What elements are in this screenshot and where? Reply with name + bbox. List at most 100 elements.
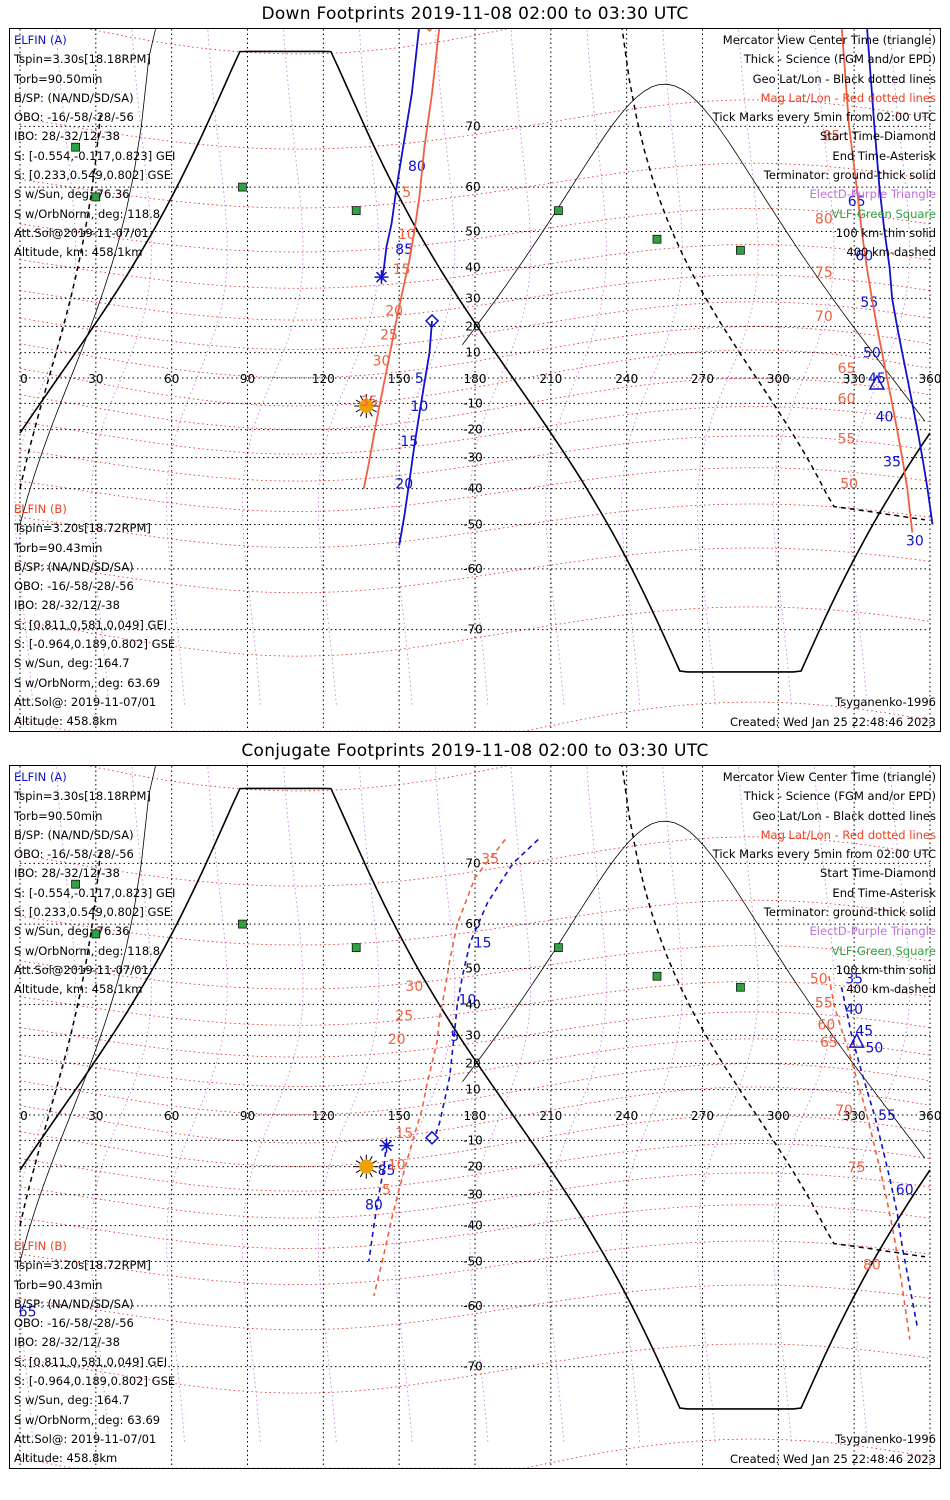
- terminator-ground: [19, 50, 931, 673]
- elfin-b-tick-label: 65: [838, 361, 856, 377]
- mag-lon-line: [317, 766, 380, 1442]
- mag-lat-line: [87, 29, 509, 55]
- sun-ray: [359, 411, 364, 417]
- mag-lon-line: [621, 766, 683, 1442]
- lon-tick-label: 30: [88, 372, 103, 386]
- info_b-line: S: [0.811,0.581,0.049] GEI: [14, 1354, 168, 1369]
- lon-tick-label: 30: [88, 1109, 103, 1123]
- lon-tick-label: 210: [539, 1109, 562, 1123]
- elfin-a-track-south: [398, 320, 433, 546]
- lon-tick-label: 300: [767, 1109, 790, 1123]
- info_a-line: IBO: 28/-32/12/-38: [14, 129, 120, 144]
- elfin-b-track: [362, 29, 441, 489]
- elfin-b-tick-label: 15: [395, 1126, 413, 1142]
- mag-lat-line: [19, 326, 931, 379]
- vlf-square: [736, 245, 745, 255]
- terminator-400km: [19, 110, 102, 489]
- lon-tick-label: 150: [388, 1109, 411, 1123]
- mag-lat-line: [19, 435, 931, 482]
- elfin-a-tick-label: 50: [863, 346, 881, 362]
- lon-tick-label: 270: [691, 1109, 714, 1123]
- vlf-square: [351, 206, 361, 216]
- map-legend: Mercator View Center Time (triangle) Thic…: [713, 31, 936, 263]
- sun-ray: [355, 1169, 361, 1174]
- lat-tick-label: -50: [463, 1255, 483, 1269]
- lat-tick-label: 40: [465, 260, 480, 274]
- mag-lon-line: [848, 766, 911, 1442]
- info_b-line: IBO: 28/-32/12/-38: [14, 1335, 120, 1350]
- info_b-line: Altitude: 458.8km: [14, 714, 118, 729]
- mag-lat-line: [19, 1172, 931, 1219]
- lon-tick-label: 240: [615, 372, 638, 386]
- info_a-line: S: [0.233,0.549,0.802] GSE: [14, 168, 172, 183]
- info_a-line: B/SP: (NA/ND/SD/SA): [14, 827, 134, 842]
- mag-lon-line: [393, 29, 456, 705]
- vlf-square: [238, 182, 247, 192]
- lat-tick-label: -70: [463, 1360, 483, 1374]
- mag-lat-line: [19, 1114, 931, 1167]
- vlf-square: [71, 879, 80, 889]
- elfin-b-tick-label: 75: [815, 265, 833, 281]
- vlf-square: [351, 943, 361, 953]
- lon-tick-label: 120: [312, 372, 335, 386]
- conjugate-footprints-map-panel: 0 30 60 90 120 150 180 210 240 270 300 330 360 70 60 50…: [9, 765, 941, 1469]
- created-timestamp: Created: Wed Jan 25 22:48:46 2023: [729, 715, 936, 729]
- start-diamond-marker: [426, 29, 433, 32]
- lon-tick-label: 180: [464, 372, 487, 386]
- elfin-a-tick-label: 60: [896, 1183, 914, 1199]
- info_a-line: Altitude, km: 458.1km: [14, 982, 143, 997]
- mag-lon-line: [545, 29, 607, 705]
- start-diamond-marker: [424, 1130, 440, 1145]
- info_b-line: S w/Sun, deg: 164.7: [14, 1393, 130, 1408]
- terminator-100km: [462, 820, 926, 1159]
- map-legend: Mercator View Center Time (triangle) Thic…: [713, 768, 936, 1000]
- lat-tick-label: -60: [463, 1299, 483, 1313]
- vlf-square: [238, 919, 247, 929]
- terminator-100km: [19, 766, 156, 1262]
- sun-icon: [359, 399, 374, 414]
- elfin-a-tick-label: 40: [845, 1002, 863, 1018]
- legend-line: 100 km-thin solid: [835, 225, 936, 240]
- info_a-line: S w/Sun, deg: 76.36: [14, 187, 130, 202]
- legend-line: Mag Lat/Lon - Red dotted lines: [760, 90, 936, 105]
- legend-line: Tick Marks every 5min from 02:00 UTC: [712, 110, 936, 125]
- elfin-b-tick-label: 5: [382, 1183, 391, 1199]
- elfin-b-tick-label: 55: [815, 996, 833, 1012]
- elfin-b-tick-label: 70: [815, 309, 833, 325]
- elfin-a-tick-label: 35: [883, 455, 901, 471]
- elfin-b-tick-label: 60: [817, 1017, 835, 1033]
- info_b-line: S w/OrbNorm, deg: 63.69: [14, 1412, 161, 1427]
- sun-ray: [369, 1172, 373, 1178]
- conjugate-footprints-map: 0 30 60 90 120 150 180 210 240 270 300 330 360 70 60 50…: [14, 766, 940, 1468]
- mag-lon-line: [242, 766, 304, 1442]
- legend-line: Mercator View Center Time (triangle): [722, 770, 936, 784]
- info_b-line: Att.Sol@: 2019-11-07/01: [14, 694, 157, 709]
- end-asterisk-marker: [379, 1138, 394, 1153]
- elfin-b-tick-label: 70: [835, 1103, 853, 1119]
- elfin-b-track-east: [840, 29, 914, 533]
- mag-lat-line: [19, 836, 931, 887]
- lon-tick-label: 60: [164, 372, 179, 386]
- elfin-b-tick-label: 30: [373, 353, 391, 369]
- mag-lat-line: [87, 766, 509, 792]
- elfin-a-tick-label: 50: [865, 1040, 883, 1056]
- info_a-line: Att.Sol@2019-11-07/01: [14, 225, 149, 240]
- center-time-triangle: [848, 1032, 865, 1048]
- model-name: Tsyganenko-1996: [835, 1432, 936, 1446]
- sun-ray: [359, 395, 364, 401]
- mag-lat-line: [19, 1086, 931, 1144]
- elfin-b-tick-label: 10: [388, 1157, 406, 1173]
- info_a-line: S: [-0.554,-0.117,0.823] GEI: [14, 885, 176, 900]
- elfin-b-tick-label: 60: [838, 391, 856, 407]
- info_b-line: OBO: -16/-58/-28/-56: [14, 579, 134, 594]
- info_a-line: S w/OrbNorm, deg: 118.8: [14, 206, 161, 221]
- lon-tick-label: 150: [388, 372, 411, 386]
- lat-tick-label: -50: [463, 518, 483, 532]
- legend-line: Terminator: ground-thick solid: [763, 905, 936, 920]
- lon-tick-label: 0: [20, 1109, 28, 1123]
- elfin-b-tick-label: 80: [815, 211, 833, 227]
- lon-tick-label: 360: [919, 372, 941, 386]
- lat-tick-label: -10: [463, 396, 483, 410]
- mag-lat-line: [19, 301, 931, 350]
- created-timestamp: Created: Wed Jan 25 22:48:46 2023: [729, 1452, 936, 1466]
